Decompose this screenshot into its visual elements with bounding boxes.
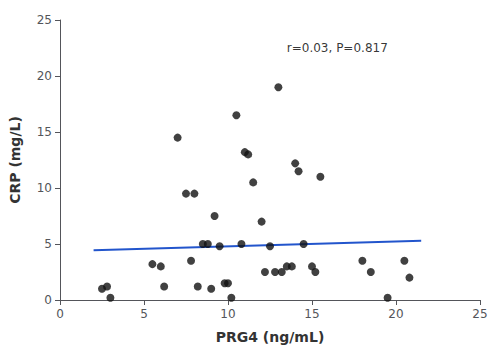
svg-text:CRP (mg/L): CRP (mg/L) [7,116,23,204]
svg-text:15: 15 [37,125,52,139]
svg-text:10: 10 [220,307,235,321]
svg-text:0: 0 [56,307,64,321]
svg-text:5: 5 [44,237,52,251]
svg-text:10: 10 [37,181,52,195]
svg-text:25: 25 [37,13,52,27]
svg-text:15: 15 [304,307,319,321]
svg-text:5: 5 [140,307,148,321]
svg-text:25: 25 [472,307,487,321]
svg-text:PRG4 (ng/mL): PRG4 (ng/mL) [216,329,325,345]
svg-text:r=0.03, P=0.817: r=0.03, P=0.817 [287,41,388,55]
svg-text:20: 20 [388,307,403,321]
svg-text:0: 0 [44,293,52,307]
svg-text:20: 20 [37,69,52,83]
